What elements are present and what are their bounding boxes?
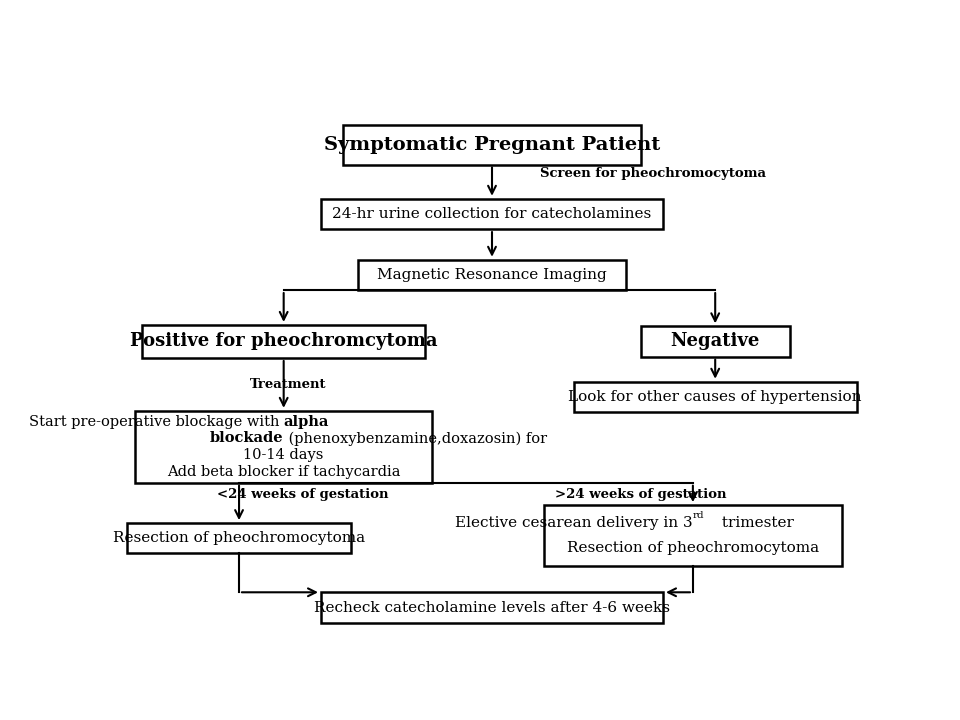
FancyBboxPatch shape bbox=[142, 325, 425, 358]
FancyBboxPatch shape bbox=[358, 260, 626, 290]
FancyBboxPatch shape bbox=[344, 125, 641, 165]
Text: (phenoxybenzamine,doxazosin) for: (phenoxybenzamine,doxazosin) for bbox=[284, 431, 547, 446]
Text: rd: rd bbox=[693, 511, 705, 520]
Text: Look for other causes of hypertension: Look for other causes of hypertension bbox=[568, 390, 862, 404]
FancyBboxPatch shape bbox=[134, 410, 432, 483]
Text: Treatment: Treatment bbox=[251, 377, 326, 391]
FancyBboxPatch shape bbox=[641, 326, 790, 356]
Text: Recheck catecholamine levels after 4-6 weeks: Recheck catecholamine levels after 4-6 w… bbox=[314, 600, 670, 615]
FancyBboxPatch shape bbox=[574, 382, 856, 412]
Text: 24-hr urine collection for catecholamines: 24-hr urine collection for catecholamine… bbox=[332, 207, 652, 221]
FancyBboxPatch shape bbox=[544, 505, 842, 566]
Text: Screen for pheochromocytoma: Screen for pheochromocytoma bbox=[540, 167, 766, 180]
Text: Resection of pheochromocytoma: Resection of pheochromocytoma bbox=[566, 541, 819, 554]
Text: blockade: blockade bbox=[210, 431, 284, 446]
Text: Resection of pheochromocytoma: Resection of pheochromocytoma bbox=[113, 531, 365, 545]
Text: Start pre-operative blockage with: Start pre-operative blockage with bbox=[29, 415, 284, 429]
Text: Magnetic Resonance Imaging: Magnetic Resonance Imaging bbox=[377, 268, 607, 282]
Text: 10-14 days: 10-14 days bbox=[244, 448, 324, 462]
Text: >24 weeks of gestation: >24 weeks of gestation bbox=[555, 488, 727, 501]
FancyBboxPatch shape bbox=[128, 523, 350, 554]
FancyBboxPatch shape bbox=[321, 593, 663, 623]
Text: trimester: trimester bbox=[717, 516, 794, 530]
FancyBboxPatch shape bbox=[321, 199, 663, 229]
Text: <24 weeks of gestation: <24 weeks of gestation bbox=[217, 488, 388, 501]
Text: Add beta blocker if tachycardia: Add beta blocker if tachycardia bbox=[167, 464, 400, 479]
Text: Negative: Negative bbox=[670, 333, 760, 351]
Text: Elective cesarean delivery in 3: Elective cesarean delivery in 3 bbox=[455, 516, 693, 530]
Text: Positive for pheochromcytoma: Positive for pheochromcytoma bbox=[130, 333, 438, 351]
Text: Symptomatic Pregnant Patient: Symptomatic Pregnant Patient bbox=[324, 135, 660, 153]
Text: alpha: alpha bbox=[284, 415, 329, 429]
